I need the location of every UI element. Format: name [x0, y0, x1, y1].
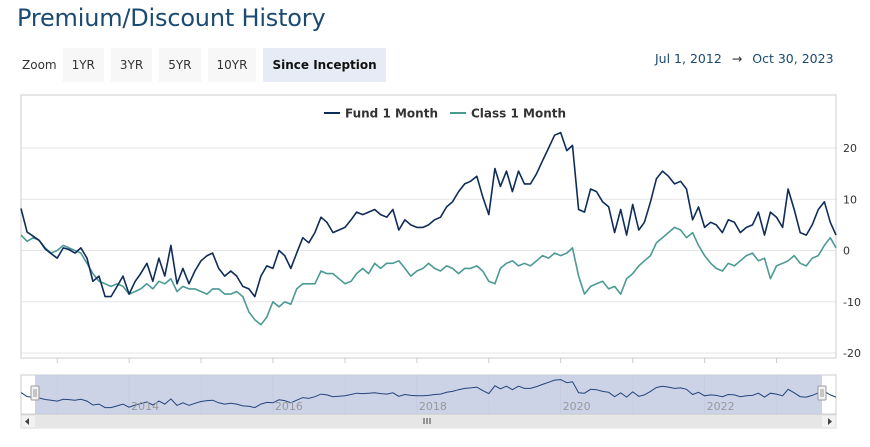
navigator-series-line	[20, 379, 837, 409]
legend-item-fund[interactable]: Fund 1 Month	[324, 107, 438, 121]
grid-lines	[21, 147, 836, 354]
y-tick-label: -10	[843, 296, 861, 309]
page-title: Premium/Discount History	[17, 4, 326, 32]
navigator-right-handle[interactable]	[817, 385, 827, 401]
scroll-right-arrow-icon[interactable]	[828, 418, 832, 425]
y-axis-ticks: -20 -10 0 10 20	[843, 142, 861, 360]
navigator[interactable]: 2014 2016 2018 2020 2022	[20, 374, 837, 415]
chart-legend: Fund 1 Month Class 1 Month	[324, 107, 566, 121]
zoom-3yr-button[interactable]: 3YR	[110, 48, 153, 82]
navigator-right-handle-box[interactable]	[817, 385, 827, 401]
zoom-toolbar: Zoom 1YR 3YR 5YR 10YR Since Inception	[22, 48, 393, 82]
navigator-left-handle[interactable]	[30, 385, 40, 401]
y-tick-label: 10	[843, 193, 857, 206]
x-axis-ticks	[56, 358, 778, 363]
navigator-year-label: 2014	[131, 400, 159, 413]
legend-item-class[interactable]: Class 1 Month	[450, 107, 566, 121]
plot-area-border	[20, 94, 837, 359]
y-tick-label: 20	[843, 142, 857, 155]
scroll-left-arrow-icon[interactable]	[25, 418, 29, 425]
navigator-selection[interactable]	[35, 375, 822, 414]
series-line-class-1-month[interactable]	[20, 226, 837, 326]
range-end-date[interactable]: Oct 30, 2023	[752, 51, 834, 66]
zoom-since-inception-button[interactable]: Since Inception	[263, 48, 386, 82]
legend-fund-label: Fund 1 Month	[345, 107, 438, 121]
date-range: Jul 1, 2012 → Oct 30, 2023	[655, 51, 834, 66]
navigator-year-label: 2018	[419, 400, 447, 413]
navigator-left-handle-box[interactable]	[30, 385, 40, 401]
zoom-label: Zoom	[22, 58, 57, 72]
zoom-1yr-button[interactable]: 1YR	[62, 48, 104, 82]
navigator-year-labels: 2014 2016 2018 2020 2022	[131, 400, 735, 413]
range-arrow-icon: →	[731, 51, 743, 66]
legend-class-label: Class 1 Month	[471, 107, 566, 121]
zoom-5yr-button[interactable]: 5YR	[159, 48, 201, 82]
series-line-fund-1-month[interactable]	[20, 131, 837, 298]
range-start-date[interactable]: Jul 1, 2012	[655, 51, 722, 66]
navigator-year-label: 2016	[275, 400, 303, 413]
y-tick-label: -20	[843, 347, 861, 360]
scrollbar-thumb[interactable]	[35, 416, 822, 427]
navigator-scrollbar[interactable]	[20, 414, 837, 429]
navigator-year-label: 2020	[563, 400, 591, 413]
zoom-10yr-button[interactable]: 10YR	[207, 48, 257, 82]
scrollbar-grip-icon	[423, 418, 431, 424]
y-tick-label: 0	[843, 245, 850, 258]
navigator-year-label: 2022	[707, 400, 735, 413]
